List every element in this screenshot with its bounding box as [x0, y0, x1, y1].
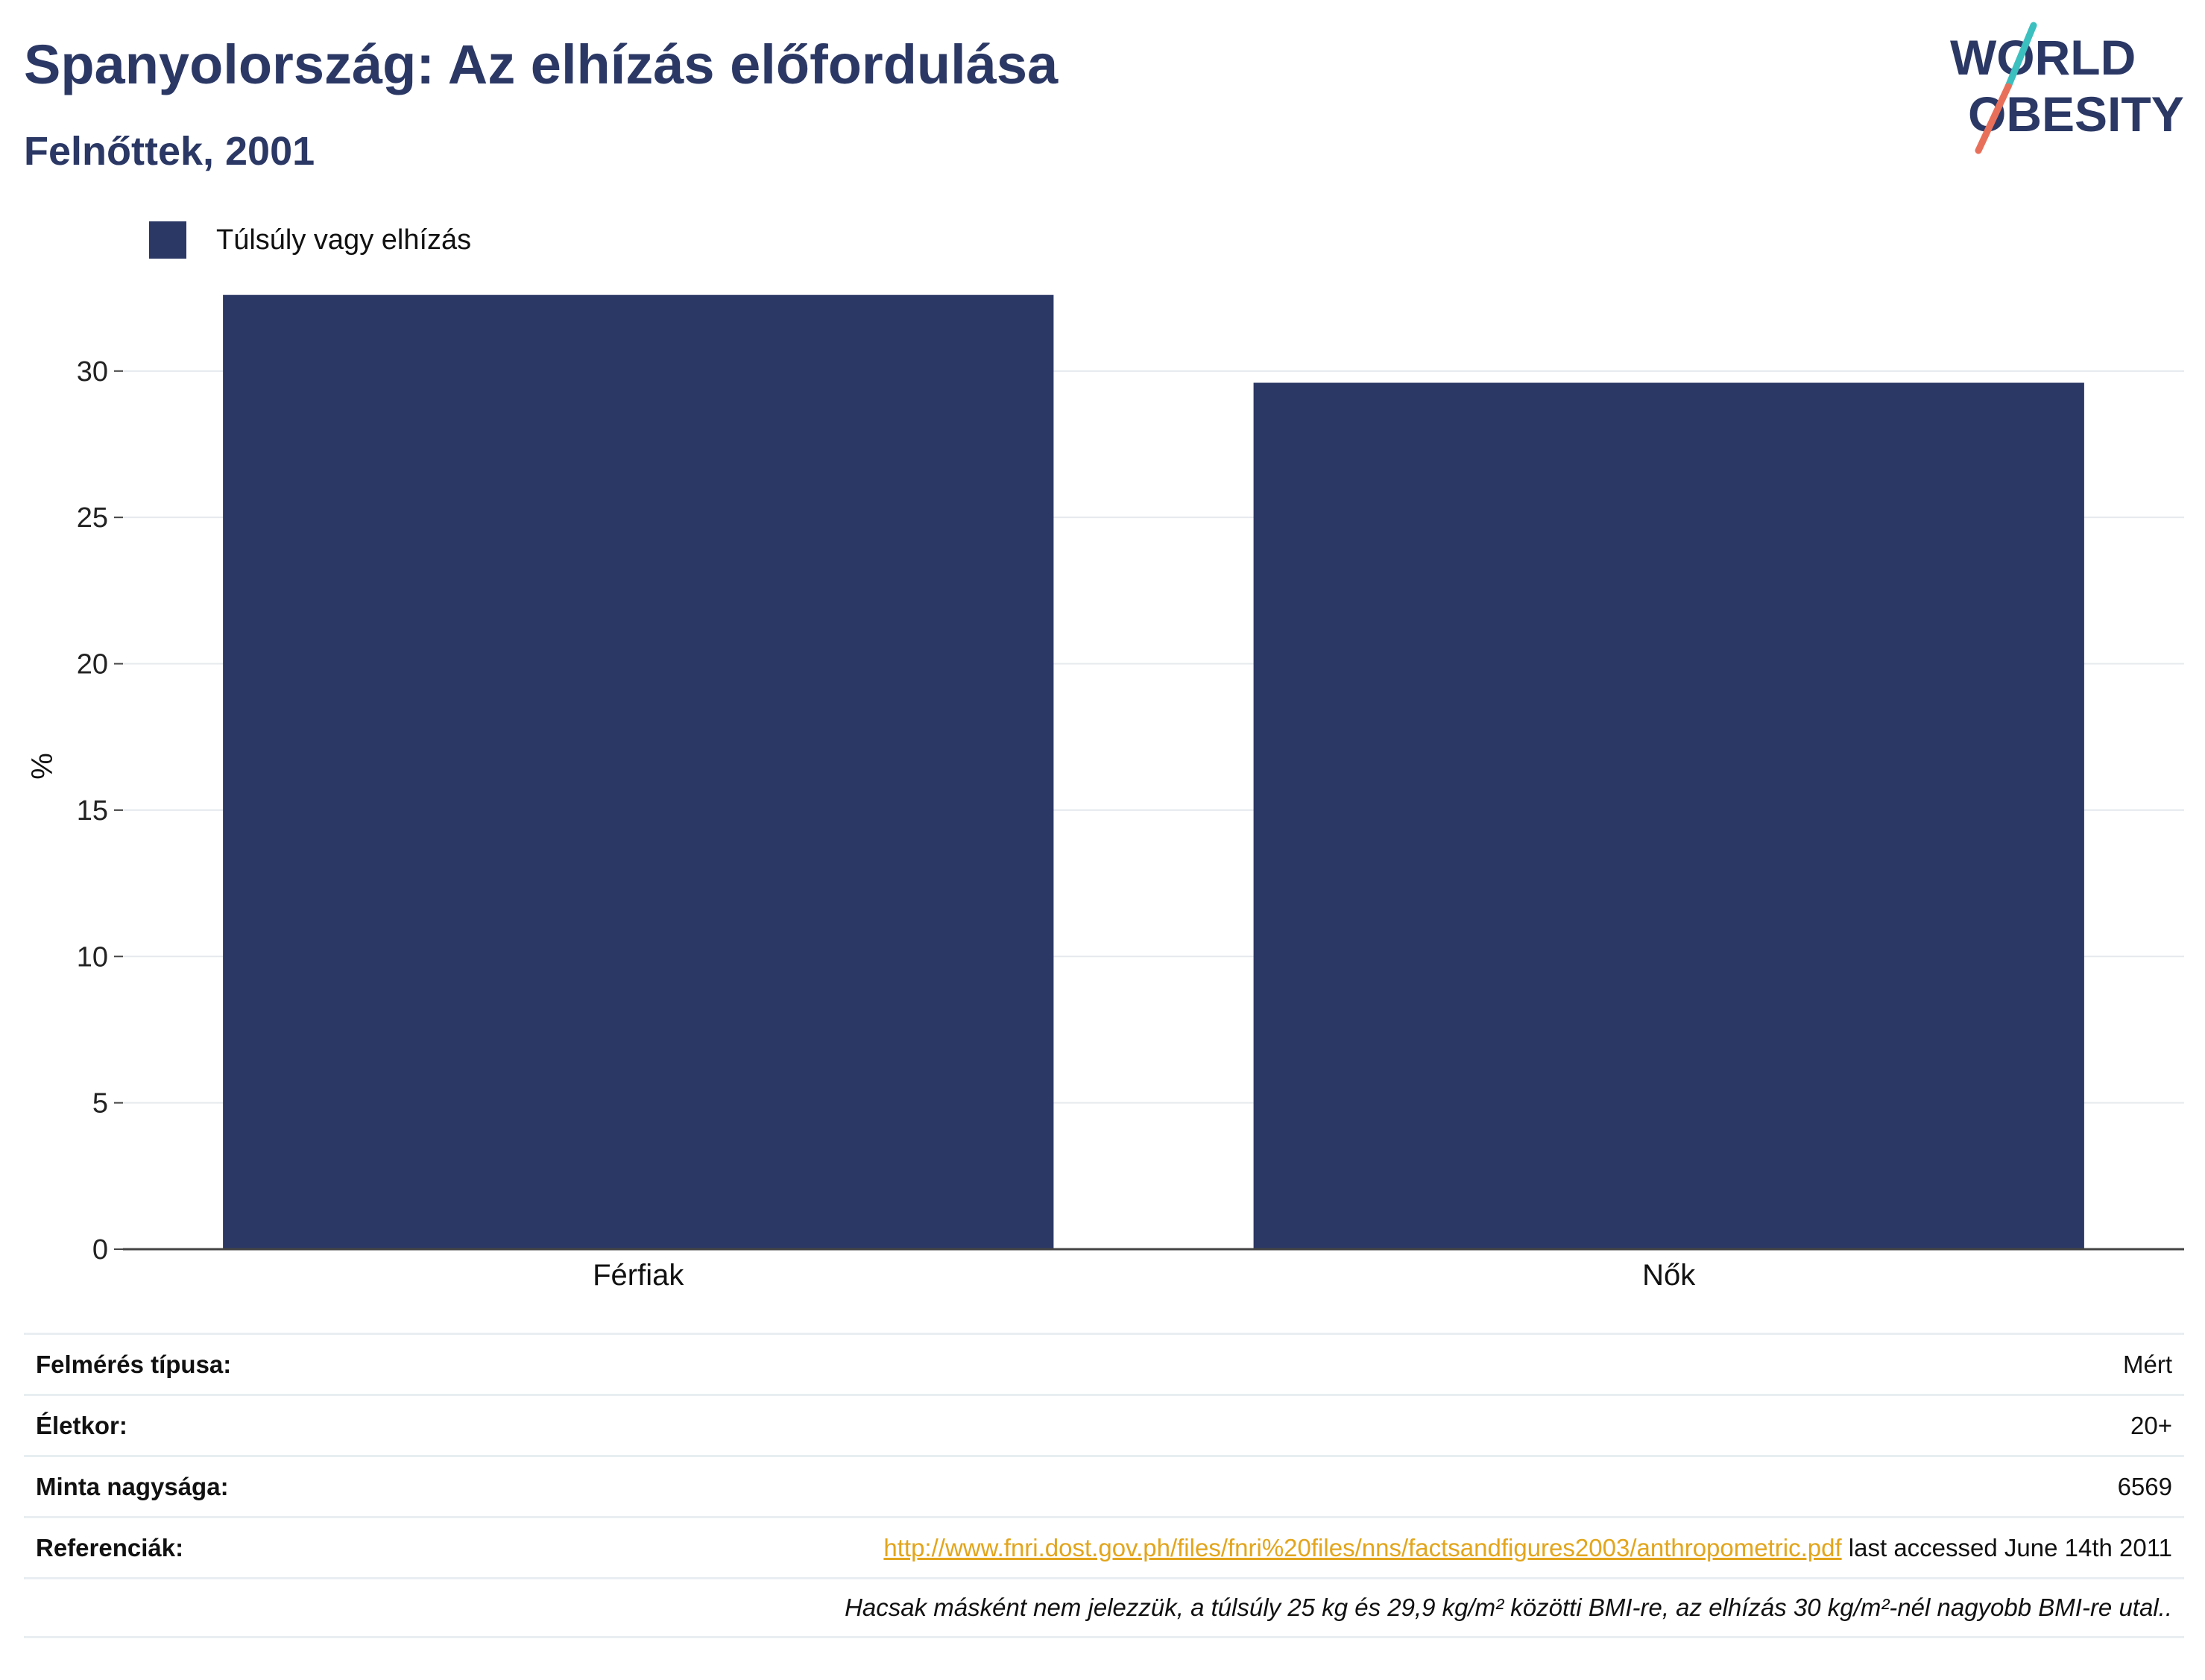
logo-slash-bottom — [1975, 83, 2012, 154]
references-label: Referenciák: — [36, 1533, 184, 1561]
y-tick-label: 10 — [77, 941, 108, 973]
y-tick-label: 30 — [77, 356, 108, 388]
info-table: Felmérés típusa: Mért Életkor: 20+ Minta… — [24, 1333, 2184, 1638]
sample-size-label: Minta nagysága: — [36, 1472, 229, 1500]
logo-slash-top — [2004, 22, 2037, 90]
bar — [223, 294, 1054, 1249]
legend-swatch — [149, 221, 186, 259]
chart-title: Spanyolország: Az elhízás előfordulása — [24, 34, 1059, 95]
y-tick-label: 20 — [77, 649, 108, 680]
legend-label: Túlsúly vagy elhízás — [216, 224, 472, 256]
world-obesity-logo: WORLD OBESITY — [1950, 22, 2184, 154]
chart-legend: Túlsúly vagy elhízás — [149, 221, 471, 259]
y-tick-label: 25 — [77, 502, 108, 534]
info-row-age: Életkor: 20+ — [24, 1394, 2184, 1455]
info-row-sample-size: Minta nagysága: 6569 — [24, 1455, 2184, 1516]
references-value: http://www.fnri.dost.gov.ph/files/fnri%2… — [883, 1534, 2172, 1562]
age-label: Életkor: — [36, 1411, 127, 1439]
survey-type-label: Felmérés típusa: — [36, 1350, 232, 1378]
info-row-survey-type: Felmérés típusa: Mért — [24, 1333, 2184, 1394]
age-value: 20+ — [2130, 1411, 2172, 1439]
survey-type-value: Mért — [2123, 1350, 2172, 1378]
info-row-references: Referenciák: http://www.fnri.dost.gov.ph… — [24, 1516, 2184, 1577]
definition-note: Hacsak másként nem jelezzük, a túlsúly 2… — [845, 1594, 2172, 1621]
sample-size-value: 6569 — [2117, 1472, 2172, 1500]
x-category-label: Férfiak — [593, 1259, 684, 1292]
x-category-label: Nők — [1642, 1259, 1696, 1292]
y-tick-label: 0 — [92, 1234, 108, 1266]
bar — [1253, 382, 2084, 1249]
y-tick-label: 5 — [92, 1088, 108, 1120]
reference-link[interactable]: http://www.fnri.dost.gov.ph/files/fnri%2… — [883, 1533, 1842, 1561]
bar-chart: 0 5 10 15 20 25 30 Férfiak Nők% — [26, 294, 2184, 1292]
reference-suffix: last accessed June 14th 2011 — [1841, 1533, 2172, 1561]
chart-subtitle: Felnőttek, 2001 — [24, 129, 315, 174]
y-axis-title: % — [26, 753, 59, 780]
y-tick-label: 15 — [77, 795, 108, 827]
logo-line-1: WORLD — [1950, 30, 2136, 85]
info-row-note: Hacsak másként nem jelezzük, a túlsúly 2… — [24, 1577, 2184, 1638]
